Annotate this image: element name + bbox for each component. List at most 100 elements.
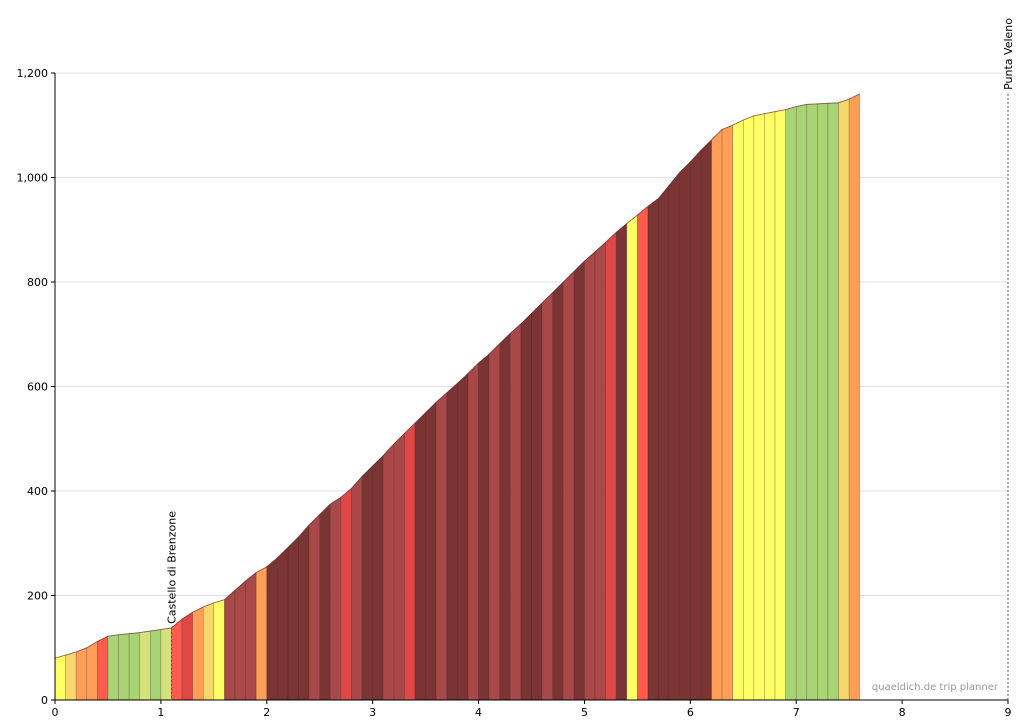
profile-segment: [510, 323, 522, 701]
x-tick-label: 2: [263, 706, 270, 719]
profile-segment: [806, 103, 818, 701]
y-tick-label: 1,200: [17, 67, 49, 80]
profile-segment: [298, 524, 310, 701]
profile-segment: [478, 353, 490, 701]
profile-segment: [584, 251, 596, 701]
profile-segment: [139, 630, 151, 701]
profile-segment: [266, 557, 278, 701]
x-tick-label: 3: [369, 706, 376, 719]
profile-segment: [351, 475, 363, 701]
profile-segment: [679, 161, 691, 701]
profile-segment: [54, 654, 66, 701]
profile-segment: [435, 392, 448, 701]
y-tick-label: 800: [27, 276, 48, 289]
profile-segment: [330, 496, 342, 701]
waypoint-label: Punta Veleno: [1002, 18, 1015, 90]
profile-segment: [774, 109, 786, 701]
profile-segment: [795, 103, 808, 701]
profile-segment: [520, 312, 532, 701]
profile-segment: [605, 231, 617, 701]
profile-segment: [488, 342, 501, 701]
profile-segment: [234, 580, 246, 701]
profile-segment: [414, 411, 426, 701]
profile-segment: [160, 627, 172, 701]
profile-segment: [827, 102, 839, 701]
profile-segment: [615, 222, 628, 701]
profile-segment: [308, 513, 321, 701]
profile-segment: [817, 102, 829, 701]
profile-segment: [637, 205, 649, 701]
profile-segment: [499, 332, 511, 701]
y-tick-label: 0: [41, 694, 48, 707]
profile-segment: [573, 260, 585, 701]
profile-segment: [361, 465, 373, 701]
profile-segment: [647, 197, 659, 701]
profile-segment: [382, 443, 395, 701]
profile-segment: [404, 422, 416, 701]
profile-segment: [245, 571, 257, 701]
profile-segment: [277, 546, 289, 701]
y-tick-label: 600: [27, 381, 48, 394]
profile-segment: [668, 171, 681, 701]
profile-segment: [224, 589, 236, 701]
tick-labels: 0 200 400 600 800 1,000 1,200 0 1 2 3 4 5 6 7 8 9: [17, 67, 1012, 719]
profile-segments: [54, 93, 861, 701]
profile-segment: [562, 270, 575, 701]
profile-segment: [594, 241, 606, 701]
profile-segment: [319, 503, 331, 701]
profile-segment: [86, 640, 98, 701]
profile-segment: [75, 647, 88, 701]
y-tick-label: 200: [27, 590, 48, 603]
profile-segment: [690, 149, 702, 701]
profile-segment: [393, 432, 405, 701]
profile-segment: [700, 139, 712, 701]
profile-segment: [150, 629, 162, 701]
profile-segment: [171, 618, 183, 701]
profile-segment: [721, 124, 733, 701]
profile-segment: [742, 115, 755, 701]
profile-segment: [425, 401, 437, 701]
profile-segment: [128, 632, 141, 701]
profile-segment: [785, 106, 797, 701]
profile-segment: [65, 651, 77, 701]
x-tick-label: 6: [687, 706, 694, 719]
profile-segment: [107, 634, 119, 701]
profile-segment: [446, 382, 458, 701]
profile-segment: [255, 566, 268, 701]
x-tick-label: 9: [1005, 706, 1012, 719]
profile-segment: [97, 635, 109, 701]
profile-segment: [626, 214, 638, 701]
x-tick-label: 1: [157, 706, 164, 719]
profile-segment: [753, 113, 765, 701]
profile-segment: [764, 111, 776, 701]
profile-segment: [340, 487, 352, 701]
profile-segment: [552, 281, 564, 701]
x-tick-label: 7: [793, 706, 800, 719]
profile-segment: [838, 98, 850, 701]
x-tick-label: 8: [899, 706, 906, 719]
profile-segment: [287, 536, 299, 701]
waypoints: Castello di Brenzone Punta Veleno: [165, 18, 1015, 700]
profile-segment: [711, 128, 723, 701]
waypoint-label: Castello di Brenzone: [165, 511, 178, 624]
profile-segment: [213, 599, 225, 701]
profile-segment: [467, 362, 479, 701]
y-tick-label: 400: [27, 485, 48, 498]
x-tick-label: 0: [52, 706, 59, 719]
profile-segment: [541, 291, 553, 701]
watermark-text: quaeldich.de trip planner: [872, 682, 999, 693]
y-tick-label: 1,000: [17, 172, 49, 185]
profile-outline: [54, 93, 860, 659]
profile-segment: [531, 302, 543, 701]
profile-segment: [848, 93, 861, 701]
profile-segment: [118, 633, 130, 701]
profile-segment: [181, 611, 193, 701]
x-tick-label: 5: [581, 706, 588, 719]
profile-segment: [202, 602, 215, 701]
profile-segment: [658, 184, 670, 701]
profile-segment: [372, 454, 384, 701]
x-tick-label: 4: [475, 706, 482, 719]
profile-segment: [732, 119, 744, 701]
profile-segment: [457, 372, 469, 701]
